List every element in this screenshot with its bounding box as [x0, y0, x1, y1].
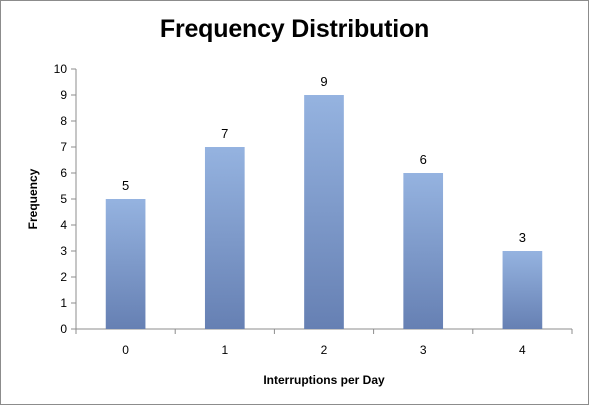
bar-0 — [105, 199, 146, 329]
x-axis-title: Interruptions per Day — [263, 373, 385, 387]
bars — [105, 95, 543, 329]
bar-4 — [502, 251, 543, 329]
y-tick-label: 1 — [60, 296, 67, 310]
y-tick-label: 6 — [60, 166, 67, 180]
x-tick-label: 3 — [420, 343, 427, 357]
chart-title: Frequency Distribution — [159, 15, 430, 43]
x-tick-label: 4 — [519, 343, 526, 357]
y-tick-label: 7 — [60, 140, 67, 154]
y-tick-label: 3 — [60, 244, 67, 258]
data-labels: 5 7 9 6 3 — [122, 74, 526, 245]
y-tick-label: 10 — [54, 62, 68, 76]
x-tick-label: 0 — [122, 343, 129, 357]
y-tick-label: 4 — [60, 218, 67, 232]
y-axis-ticks: 0 1 2 3 4 5 6 7 8 9 10 — [54, 62, 76, 336]
x-axis-ticks: 0 1 2 3 4 — [75, 329, 573, 357]
bar-1 — [204, 147, 245, 329]
y-tick-label: 0 — [60, 322, 67, 336]
data-label-3: 6 — [420, 152, 427, 167]
y-tick-label: 5 — [60, 192, 67, 206]
data-label-0: 5 — [122, 178, 129, 193]
data-label-2: 9 — [320, 74, 327, 89]
y-tick-label: 9 — [60, 88, 67, 102]
y-tick-label: 8 — [60, 114, 67, 128]
data-label-1: 7 — [221, 126, 228, 141]
x-tick-label: 1 — [221, 343, 228, 357]
y-axis-title: Frequency — [26, 168, 40, 229]
bar-3 — [403, 173, 444, 329]
bar-2 — [304, 95, 344, 329]
x-tick-label: 2 — [321, 343, 328, 357]
y-tick-label: 2 — [60, 270, 67, 284]
data-label-4: 3 — [519, 230, 526, 245]
